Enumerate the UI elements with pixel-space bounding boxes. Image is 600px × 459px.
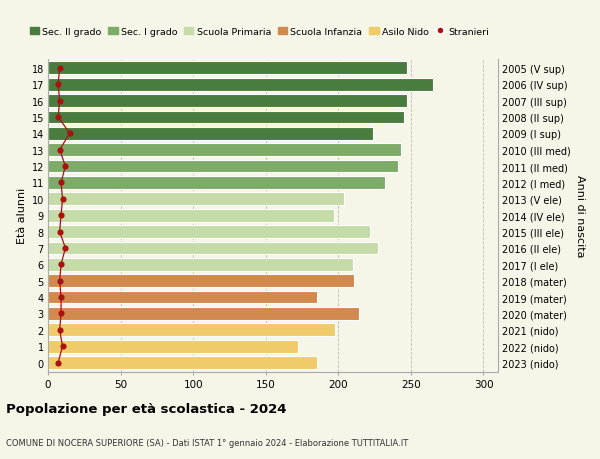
Bar (48, 291, 317, 304)
Point (55, 98, 64, 105)
Bar (48, 242, 377, 255)
Point (55, 65, 64, 73)
Point (53, 81, 63, 89)
Y-axis label: Anni di nascita: Anni di nascita (575, 174, 585, 257)
Point (58, 343, 67, 350)
Point (55, 229, 64, 236)
Legend: Sec. II grado, Sec. I grado, Scuola Primaria, Scuola Infanzia, Asilo Nido, Stran: Sec. II grado, Sec. I grado, Scuola Prim… (26, 24, 493, 40)
Bar (48, 275, 354, 287)
Bar (48, 209, 334, 222)
Bar (48, 258, 353, 271)
Point (56, 310, 66, 318)
Point (56, 261, 66, 269)
Bar (48, 177, 385, 190)
Point (58, 196, 67, 203)
Point (56, 179, 66, 187)
Bar (48, 226, 370, 238)
Bar (48, 357, 317, 369)
Point (53, 359, 63, 366)
Bar (48, 112, 404, 124)
Bar (48, 160, 398, 173)
Point (55, 147, 64, 154)
Point (56, 294, 66, 301)
Point (61, 245, 70, 252)
Point (61, 163, 70, 170)
Bar (48, 193, 344, 206)
Bar (48, 340, 298, 353)
Text: Popolazione per età scolastica - 2024: Popolazione per età scolastica - 2024 (6, 403, 287, 415)
Bar (48, 78, 433, 91)
Point (55, 326, 64, 334)
Bar (48, 128, 373, 140)
Point (55, 277, 64, 285)
Bar (48, 95, 407, 108)
Text: COMUNE DI NOCERA SUPERIORE (SA) - Dati ISTAT 1° gennaio 2024 - Elaborazione TUTT: COMUNE DI NOCERA SUPERIORE (SA) - Dati I… (6, 438, 408, 448)
Bar (48, 62, 407, 75)
Point (65, 130, 74, 138)
Y-axis label: Età alunni: Età alunni (17, 188, 27, 244)
Bar (48, 308, 359, 320)
Bar (48, 144, 401, 157)
Point (56, 212, 66, 219)
Bar (48, 324, 335, 336)
Point (53, 114, 63, 121)
